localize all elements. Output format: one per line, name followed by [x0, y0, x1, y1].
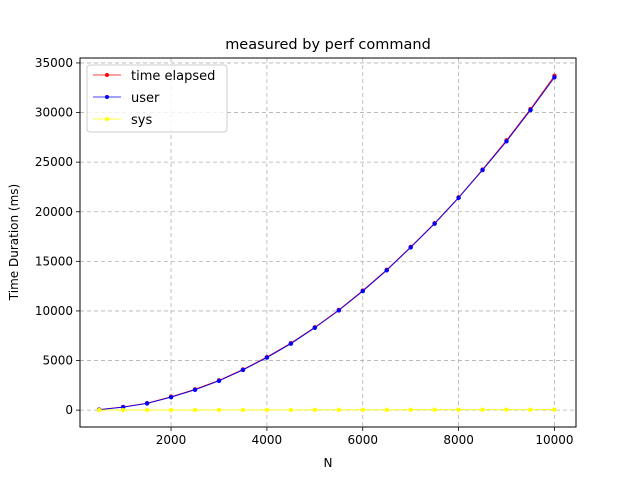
y-tick-label: 15000	[35, 254, 73, 268]
data-point	[168, 395, 174, 400]
x-axis-label: N	[324, 456, 333, 470]
legend-swatch-marker	[105, 73, 109, 77]
y-tick-label: 25000	[35, 155, 73, 169]
grid	[80, 58, 576, 427]
y-tick-label: 20000	[35, 205, 73, 219]
data-point	[192, 387, 198, 393]
data-point	[432, 221, 437, 226]
y-tick-label: 35000	[35, 56, 73, 70]
x-tick-label: 10000	[535, 433, 573, 447]
data-point	[456, 195, 461, 201]
data-point	[264, 355, 270, 360]
x-tick-label: 4000	[252, 433, 283, 447]
data-point	[120, 407, 126, 413]
legend: time elapsed user sys	[86, 64, 228, 133]
data-point	[360, 288, 365, 294]
legend-entry-sys: sys	[93, 113, 152, 128]
data-point	[408, 245, 413, 250]
y-axis-label: Time Duration (ms)	[7, 184, 21, 301]
data-point	[384, 268, 389, 273]
legend-label: sys	[131, 113, 152, 128]
data-point	[336, 407, 341, 413]
data-point	[480, 167, 485, 173]
data-point	[240, 407, 246, 413]
data-point	[288, 407, 294, 413]
data-point	[216, 378, 222, 384]
data-point	[264, 407, 270, 413]
data-point	[384, 407, 389, 412]
data-point	[360, 407, 365, 413]
plot-frame	[79, 57, 577, 428]
data-point	[312, 325, 318, 331]
data-point	[432, 407, 437, 412]
legend-entry-time-elapsed: time elapsed	[93, 69, 215, 84]
y-tick-label: 0	[65, 403, 73, 417]
x-tick-label: 6000	[347, 433, 378, 447]
data-point	[168, 407, 174, 413]
x-tick-label: 8000	[443, 433, 474, 447]
data-point	[144, 401, 150, 406]
data-point	[312, 407, 318, 413]
series-line	[99, 77, 555, 411]
legend-box	[86, 64, 228, 133]
series-sys	[96, 407, 557, 413]
data-point	[288, 341, 294, 346]
data-point	[192, 407, 198, 413]
y-tick-label: 30000	[35, 106, 73, 120]
plot-series	[96, 73, 557, 413]
data-point	[216, 407, 222, 413]
data-point	[552, 75, 557, 80]
data-point	[480, 407, 485, 412]
legend-swatch-marker	[105, 95, 109, 99]
legend-entry-user: user	[93, 91, 160, 106]
data-point	[456, 407, 461, 412]
chart-title: measured by perf command	[225, 37, 431, 53]
legend-label: user	[131, 91, 160, 106]
data-point	[408, 407, 413, 412]
x-tick-label: 2000	[156, 433, 187, 447]
data-point	[96, 407, 102, 413]
y-tick-label: 5000	[42, 354, 73, 368]
data-point	[552, 407, 557, 412]
legend-label: time elapsed	[131, 69, 215, 84]
data-point	[336, 308, 341, 313]
data-point	[240, 367, 246, 373]
data-point	[504, 139, 509, 144]
data-point	[528, 407, 533, 412]
data-point	[144, 407, 150, 413]
legend-swatch-marker	[105, 117, 109, 121]
data-point	[528, 107, 533, 113]
data-point	[504, 407, 509, 412]
axis-ticks: 2000 4000 6000 8000 10000 0 5000 10000 15000 2000…	[35, 56, 574, 447]
y-tick-label: 10000	[35, 304, 73, 318]
